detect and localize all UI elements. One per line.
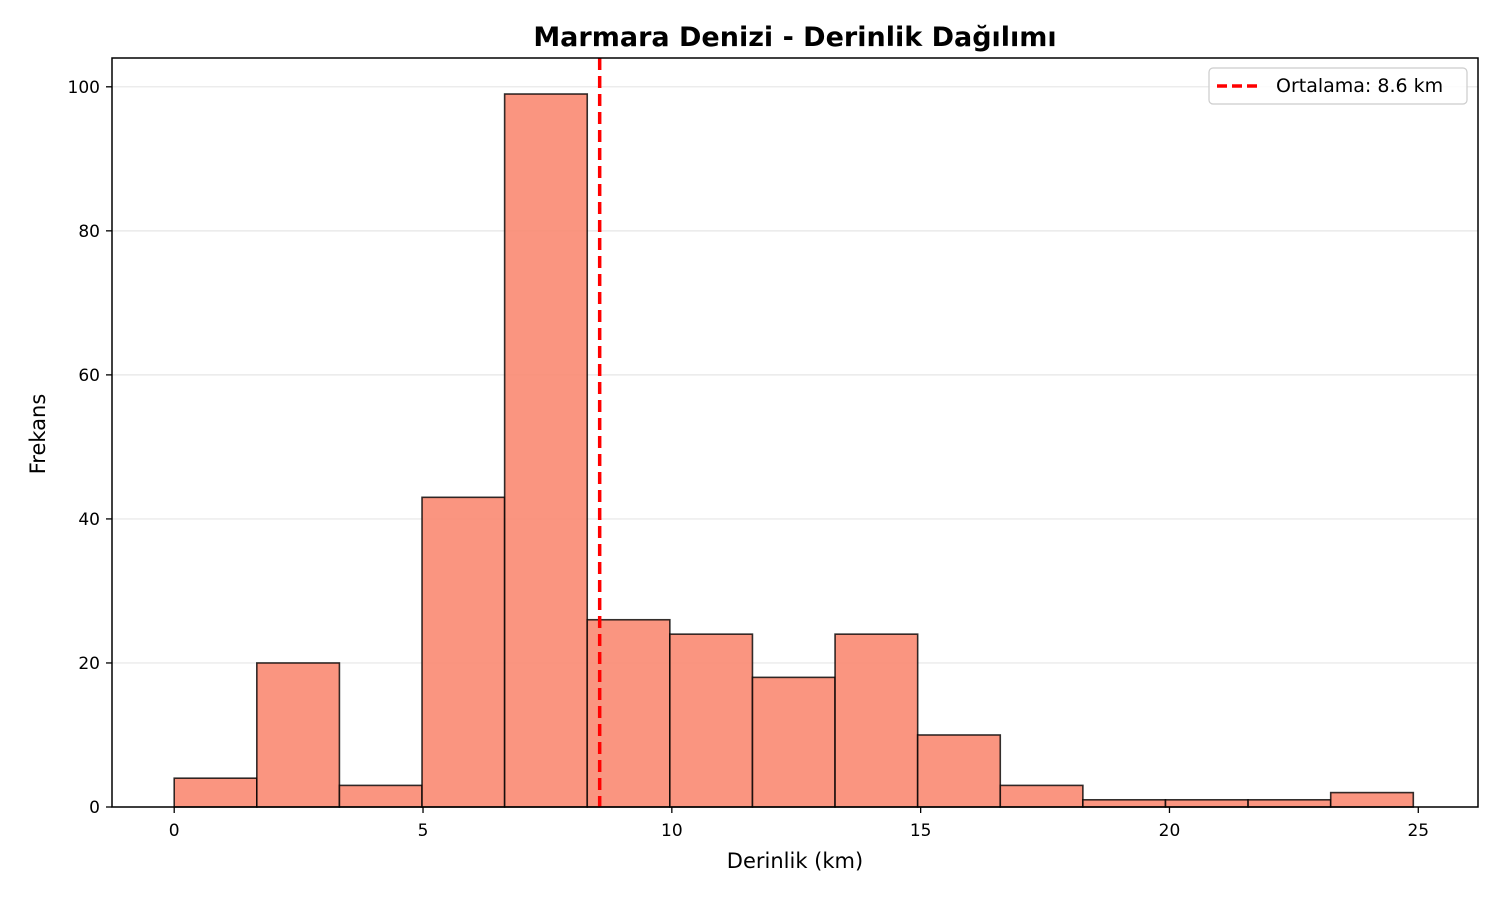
chart-title: Marmara Denizi - Derinlik Dağılımı (533, 22, 1056, 53)
histogram-bars (173, 93, 1415, 808)
y-tick-label: 20 (78, 654, 100, 674)
histogram-bar (1247, 798, 1332, 808)
x-axis-label: Derinlik (km) (727, 849, 863, 873)
histogram-bar (421, 496, 506, 808)
y-axis-ticks: 0 20 40 60 80 100 (68, 78, 112, 818)
x-tick-label: 0 (169, 821, 180, 841)
histogram-bar (503, 93, 589, 808)
y-tick-label: 80 (78, 222, 100, 242)
histogram-bar (338, 784, 423, 808)
histogram-bar (999, 784, 1084, 808)
x-tick-label: 5 (418, 821, 429, 841)
x-tick-label: 10 (661, 821, 683, 841)
legend-box (1208, 67, 1468, 105)
histogram-bar (1082, 798, 1167, 808)
histogram-bar (834, 633, 919, 808)
y-tick-label: 60 (78, 366, 100, 386)
histogram-bar (751, 676, 836, 808)
x-axis-ticks: 0 5 10 15 20 25 (169, 807, 1429, 841)
histogram-bar (1164, 798, 1249, 808)
x-tick-label: 25 (1407, 821, 1429, 841)
histogram-bar (669, 633, 754, 808)
plot-frame (111, 57, 1479, 808)
x-tick-label: 15 (910, 821, 932, 841)
y-axis-label: Frekans (26, 394, 50, 475)
legend-mean-label: Ortalama: 8.6 km (1276, 75, 1443, 97)
y-tick-label: 100 (68, 78, 100, 98)
histogram-bar (1329, 791, 1415, 808)
x-tick-label: 20 (1159, 821, 1181, 841)
histogram-bar (256, 662, 341, 808)
legend: Ortalama: 8.6 km (1208, 67, 1468, 105)
histogram-bar (173, 777, 258, 808)
y-tick-label: 40 (78, 510, 100, 530)
histogram-bar (916, 734, 1002, 808)
y-tick-label: 0 (89, 798, 100, 818)
